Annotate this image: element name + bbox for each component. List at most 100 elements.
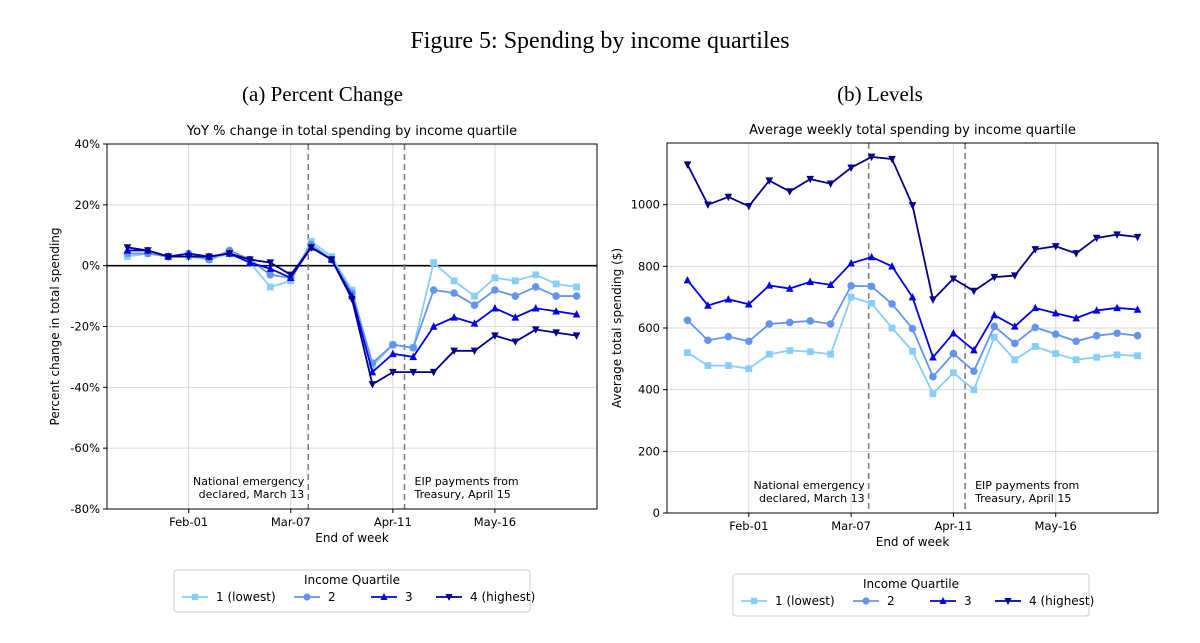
pct-series-line-1	[127, 243, 577, 365]
pct-series-0-point-17	[471, 292, 478, 300]
pct-series-2-point-21	[552, 307, 560, 315]
pct-series-1-point-22	[572, 292, 581, 300]
lvl-series-0-point-0	[684, 349, 691, 357]
pct-series-3-point-7	[266, 259, 275, 267]
lvl-series-3-point-9	[867, 153, 876, 162]
lvl-series-1-point-11	[908, 324, 917, 333]
lvl-xtick-label-2: Apr-11	[934, 519, 972, 533]
pct-legend-marker-1	[303, 593, 311, 601]
pct-series-3-point-11	[348, 295, 356, 304]
lvl-ytick-label-1: 200	[638, 444, 660, 458]
lvl-annotation-0-line-0: National emergency	[753, 479, 865, 492]
lvl-series-2-point-19	[1072, 313, 1080, 322]
pct-series-2-point-14	[409, 352, 418, 361]
lvl-series-0-point-17	[1031, 343, 1039, 350]
pct-series-3-point-21	[552, 329, 560, 337]
pct-ytick-label-1: -60%	[70, 441, 100, 455]
lvl-series-3-point-8	[847, 164, 855, 172]
lvl-series-2-point-10	[888, 262, 896, 270]
lvl-x-axis-label: End of week	[876, 535, 950, 549]
lvl-series-0-point-7	[827, 350, 835, 358]
lvl-series-2-point-15	[990, 310, 999, 319]
lvl-series-3-point-16	[1010, 272, 1019, 280]
pct-series-0-point-20	[532, 271, 540, 279]
pct-series-0-point-22	[573, 283, 580, 291]
pct-legend-label-3: 4 (highest)	[470, 590, 535, 604]
pct-series-line-0	[127, 239, 577, 368]
lvl-annotation-1-line-1: Treasury, April 15	[974, 492, 1071, 505]
pct-ytick-label-2: -40%	[70, 380, 100, 394]
lvl-series-1-point-10	[888, 300, 896, 308]
pct-legend-title: Income Quartile	[304, 573, 400, 587]
lvl-ytick-label-3: 600	[638, 321, 660, 335]
lvl-series-3-point-5	[785, 188, 794, 196]
pct-ytick-label-5: 20%	[74, 198, 100, 212]
pct-ytick-label-0: -80%	[70, 502, 100, 516]
lvl-series-2-point-21	[1113, 303, 1121, 312]
pct-series-3-point-8	[286, 271, 295, 279]
lvl-series-3-point-0	[683, 161, 692, 169]
lvl-series-1-point-21	[1113, 329, 1121, 338]
pct-series-3-point-6	[246, 256, 254, 264]
pct-series-1-point-13	[389, 340, 397, 349]
lvl-series-2-point-8	[847, 259, 855, 267]
lvl-ytick-label-4: 800	[638, 259, 660, 273]
pct-ytick-label-3: -20%	[70, 320, 100, 334]
lvl-series-2-point-3	[745, 300, 753, 308]
pct-series-3-point-5	[225, 250, 234, 258]
pct-series-3-point-15	[429, 368, 438, 377]
pct-legend-label-1: 2	[328, 590, 336, 604]
lvl-y-axis-label: Average total spending ($)	[610, 248, 624, 408]
pct-series-3-point-1	[144, 247, 152, 255]
lvl-xtick-label-3: May-16	[1035, 519, 1077, 533]
lvl-series-1-point-1	[704, 336, 712, 345]
lvl-series-0-point-18	[1052, 350, 1060, 357]
lvl-series-1-point-2	[724, 332, 733, 341]
pct-series-3-point-16	[450, 347, 458, 356]
lvl-series-3-point-19	[1072, 250, 1080, 258]
pct-annotation-1-line-0: EIP payments from	[415, 475, 519, 488]
pct-series-3-point-19	[511, 338, 520, 346]
lvl-series-1-point-6	[806, 317, 815, 325]
pct-legend-marker-0	[191, 593, 199, 601]
lvl-legend-marker-1	[862, 597, 870, 605]
lvl-series-1-point-17	[1031, 323, 1040, 332]
lvl-legend-label-2: 3	[964, 594, 972, 608]
pct-ytick-label-6: 40%	[74, 137, 100, 151]
lvl-series-0-point-14	[970, 386, 978, 394]
lvl-series-1-point-4	[765, 320, 774, 328]
pct-annotation-0-line-0: National emergency	[193, 475, 305, 488]
lvl-series-2-point-4	[765, 281, 774, 289]
pct-series-0-point-21	[552, 280, 560, 288]
pct-series-3-point-10	[327, 256, 336, 264]
lvl-series-1-point-12	[929, 372, 937, 381]
lvl-series-3-point-13	[949, 275, 958, 283]
pct-series-2-point-7	[266, 264, 275, 272]
lvl-series-2-point-1	[704, 301, 712, 309]
pct-series-1-point-15	[429, 286, 438, 294]
lvl-series-2-point-2	[724, 295, 733, 303]
lvl-series-1-point-9	[867, 282, 876, 291]
lvl-series-3-point-22	[1133, 233, 1142, 242]
lvl-series-3-point-18	[1051, 243, 1060, 251]
lvl-series-1-point-16	[1010, 339, 1019, 348]
lvl-series-0-point-1	[704, 362, 712, 370]
pct-series-1-point-20	[531, 283, 540, 291]
lvl-series-0-point-3	[745, 365, 753, 373]
lvl-xtick-label-0: Feb-01	[729, 519, 768, 533]
lvl-series-1-point-0	[683, 316, 692, 325]
lvl-legend-label-0: 1 (lowest)	[775, 594, 835, 608]
lvl-series-0-point-20	[1093, 353, 1101, 361]
pct-legend-label-2: 3	[405, 590, 413, 604]
pct-legend-box	[173, 569, 531, 613]
lvl-series-2-point-0	[683, 276, 692, 284]
lvl-series-2-point-22	[1133, 305, 1142, 313]
lvl-series-0-point-12	[929, 390, 937, 398]
lvl-series-0-point-6	[806, 348, 814, 356]
lvl-series-2-point-7	[826, 280, 835, 289]
pct-series-2-point-19	[511, 313, 520, 321]
